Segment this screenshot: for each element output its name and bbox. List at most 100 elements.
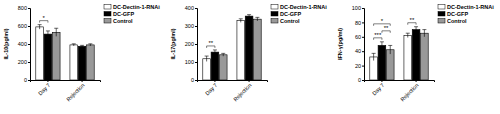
tick-mark — [362, 22, 364, 23]
bar — [378, 45, 386, 80]
error-line — [90, 44, 91, 46]
panel: 0200400600800Day 7Rejection*IL-10(pg/ml)… — [3, 4, 160, 103]
legend-swatch — [104, 5, 111, 10]
error-bar — [213, 50, 217, 54]
tick-mark — [28, 80, 30, 81]
tick: Day 7 — [37, 80, 51, 96]
error-cap — [38, 24, 42, 25]
legend-item: DC-Dectin-1-RNAi — [271, 4, 327, 10]
error-line — [206, 56, 207, 61]
error-cap — [255, 17, 259, 18]
legend-item: DC-GFP — [438, 11, 468, 17]
error-cap — [88, 43, 92, 44]
axis-line — [195, 9, 198, 81]
bar — [70, 45, 78, 80]
tick-mark — [195, 62, 197, 63]
error-line — [390, 45, 391, 54]
y-axis: 0 200 400 600 800 — [18, 5, 31, 83]
axis-line — [198, 81, 268, 83]
tick-mark — [214, 80, 215, 82]
tick: 20 — [355, 63, 364, 69]
error-line — [39, 25, 40, 30]
bar — [254, 19, 262, 80]
tick-mark — [362, 66, 364, 67]
tick-mark — [195, 44, 197, 45]
tick-label: 400 — [185, 5, 194, 11]
legend: DC-Dectin-1-RNAiDC-GFPControl — [104, 4, 160, 24]
plot: 0200400600800Day 7Rejection* — [18, 5, 101, 102]
tick-label: Day 7 — [371, 82, 385, 96]
error-cap — [205, 56, 209, 57]
tick-mark — [362, 80, 364, 81]
error-bar — [414, 27, 418, 33]
tick: Rejection — [232, 80, 252, 103]
tick: Rejection — [399, 80, 419, 103]
error-bar — [406, 33, 410, 37]
error-line — [424, 30, 425, 37]
tick-mark — [416, 80, 417, 82]
tick-label: 80 — [355, 20, 361, 26]
tick: 600 — [18, 23, 30, 29]
axis-line — [31, 81, 101, 83]
legend-item: Control — [438, 18, 467, 24]
significance-label: * — [381, 18, 384, 24]
tick-label: Rejection — [232, 82, 252, 102]
bar — [87, 45, 95, 80]
tick-label: 200 — [18, 59, 27, 65]
error-bar — [255, 17, 259, 21]
significance: ** — [207, 40, 215, 48]
error-cap — [414, 26, 418, 27]
bar — [386, 50, 394, 80]
legend-label: Control — [113, 18, 133, 24]
tick: Day 7 — [371, 80, 385, 96]
tick: 400 — [18, 41, 30, 47]
error-line — [257, 17, 258, 21]
tick-label: 100 — [352, 5, 361, 11]
tick: 60 — [355, 34, 364, 40]
tick: 800 — [18, 5, 30, 11]
tick-label: 400 — [18, 41, 27, 47]
tick-label: 20 — [355, 63, 361, 69]
error-line — [223, 53, 224, 56]
error-line — [373, 53, 374, 60]
error-line — [249, 15, 250, 18]
error-line — [416, 27, 417, 33]
significance: * — [40, 15, 48, 23]
legend-swatch — [438, 5, 445, 10]
legend-item: DC-GFP — [104, 11, 134, 17]
tick: 100 — [185, 59, 197, 65]
tick-mark — [82, 80, 83, 82]
tick-mark — [362, 51, 364, 52]
bar — [412, 30, 420, 80]
error-cap — [239, 18, 243, 19]
tick-mark — [362, 8, 364, 9]
tick-label: 0 — [24, 77, 27, 83]
error-bar — [205, 56, 209, 61]
panel: 020406080100Day 7Rejection********IFN-γ(… — [337, 4, 494, 103]
tick-mark — [28, 8, 30, 9]
error-bar — [46, 31, 50, 37]
bar — [245, 16, 253, 80]
legend-label: DC-GFP — [113, 11, 134, 17]
legend-item: Control — [271, 18, 300, 24]
error-bar — [380, 42, 384, 49]
error-bar — [388, 45, 392, 54]
error-cap — [380, 41, 384, 42]
error-bar — [88, 44, 92, 46]
bar — [219, 55, 227, 80]
tick-mark — [195, 80, 197, 81]
legend-swatch — [438, 19, 445, 24]
tick-mark — [362, 37, 364, 38]
tick-label: Day 7 — [204, 82, 218, 96]
tick-label: 40 — [355, 48, 361, 54]
axis-title: IFN-γ(pg/ml) — [337, 28, 343, 60]
y-axis: 0100200300400 — [185, 5, 198, 83]
legend-swatch — [271, 19, 278, 24]
legend-label: DC-Dectin-1-RNAi — [280, 4, 327, 10]
figure: 0200400600800Day 7Rejection*IL-10(pg/ml)… — [0, 0, 500, 114]
error-cap — [406, 33, 410, 34]
significance: ** — [382, 25, 390, 33]
legend-item: Control — [104, 18, 133, 24]
tick: 0 — [358, 77, 364, 83]
error-line — [407, 33, 408, 37]
